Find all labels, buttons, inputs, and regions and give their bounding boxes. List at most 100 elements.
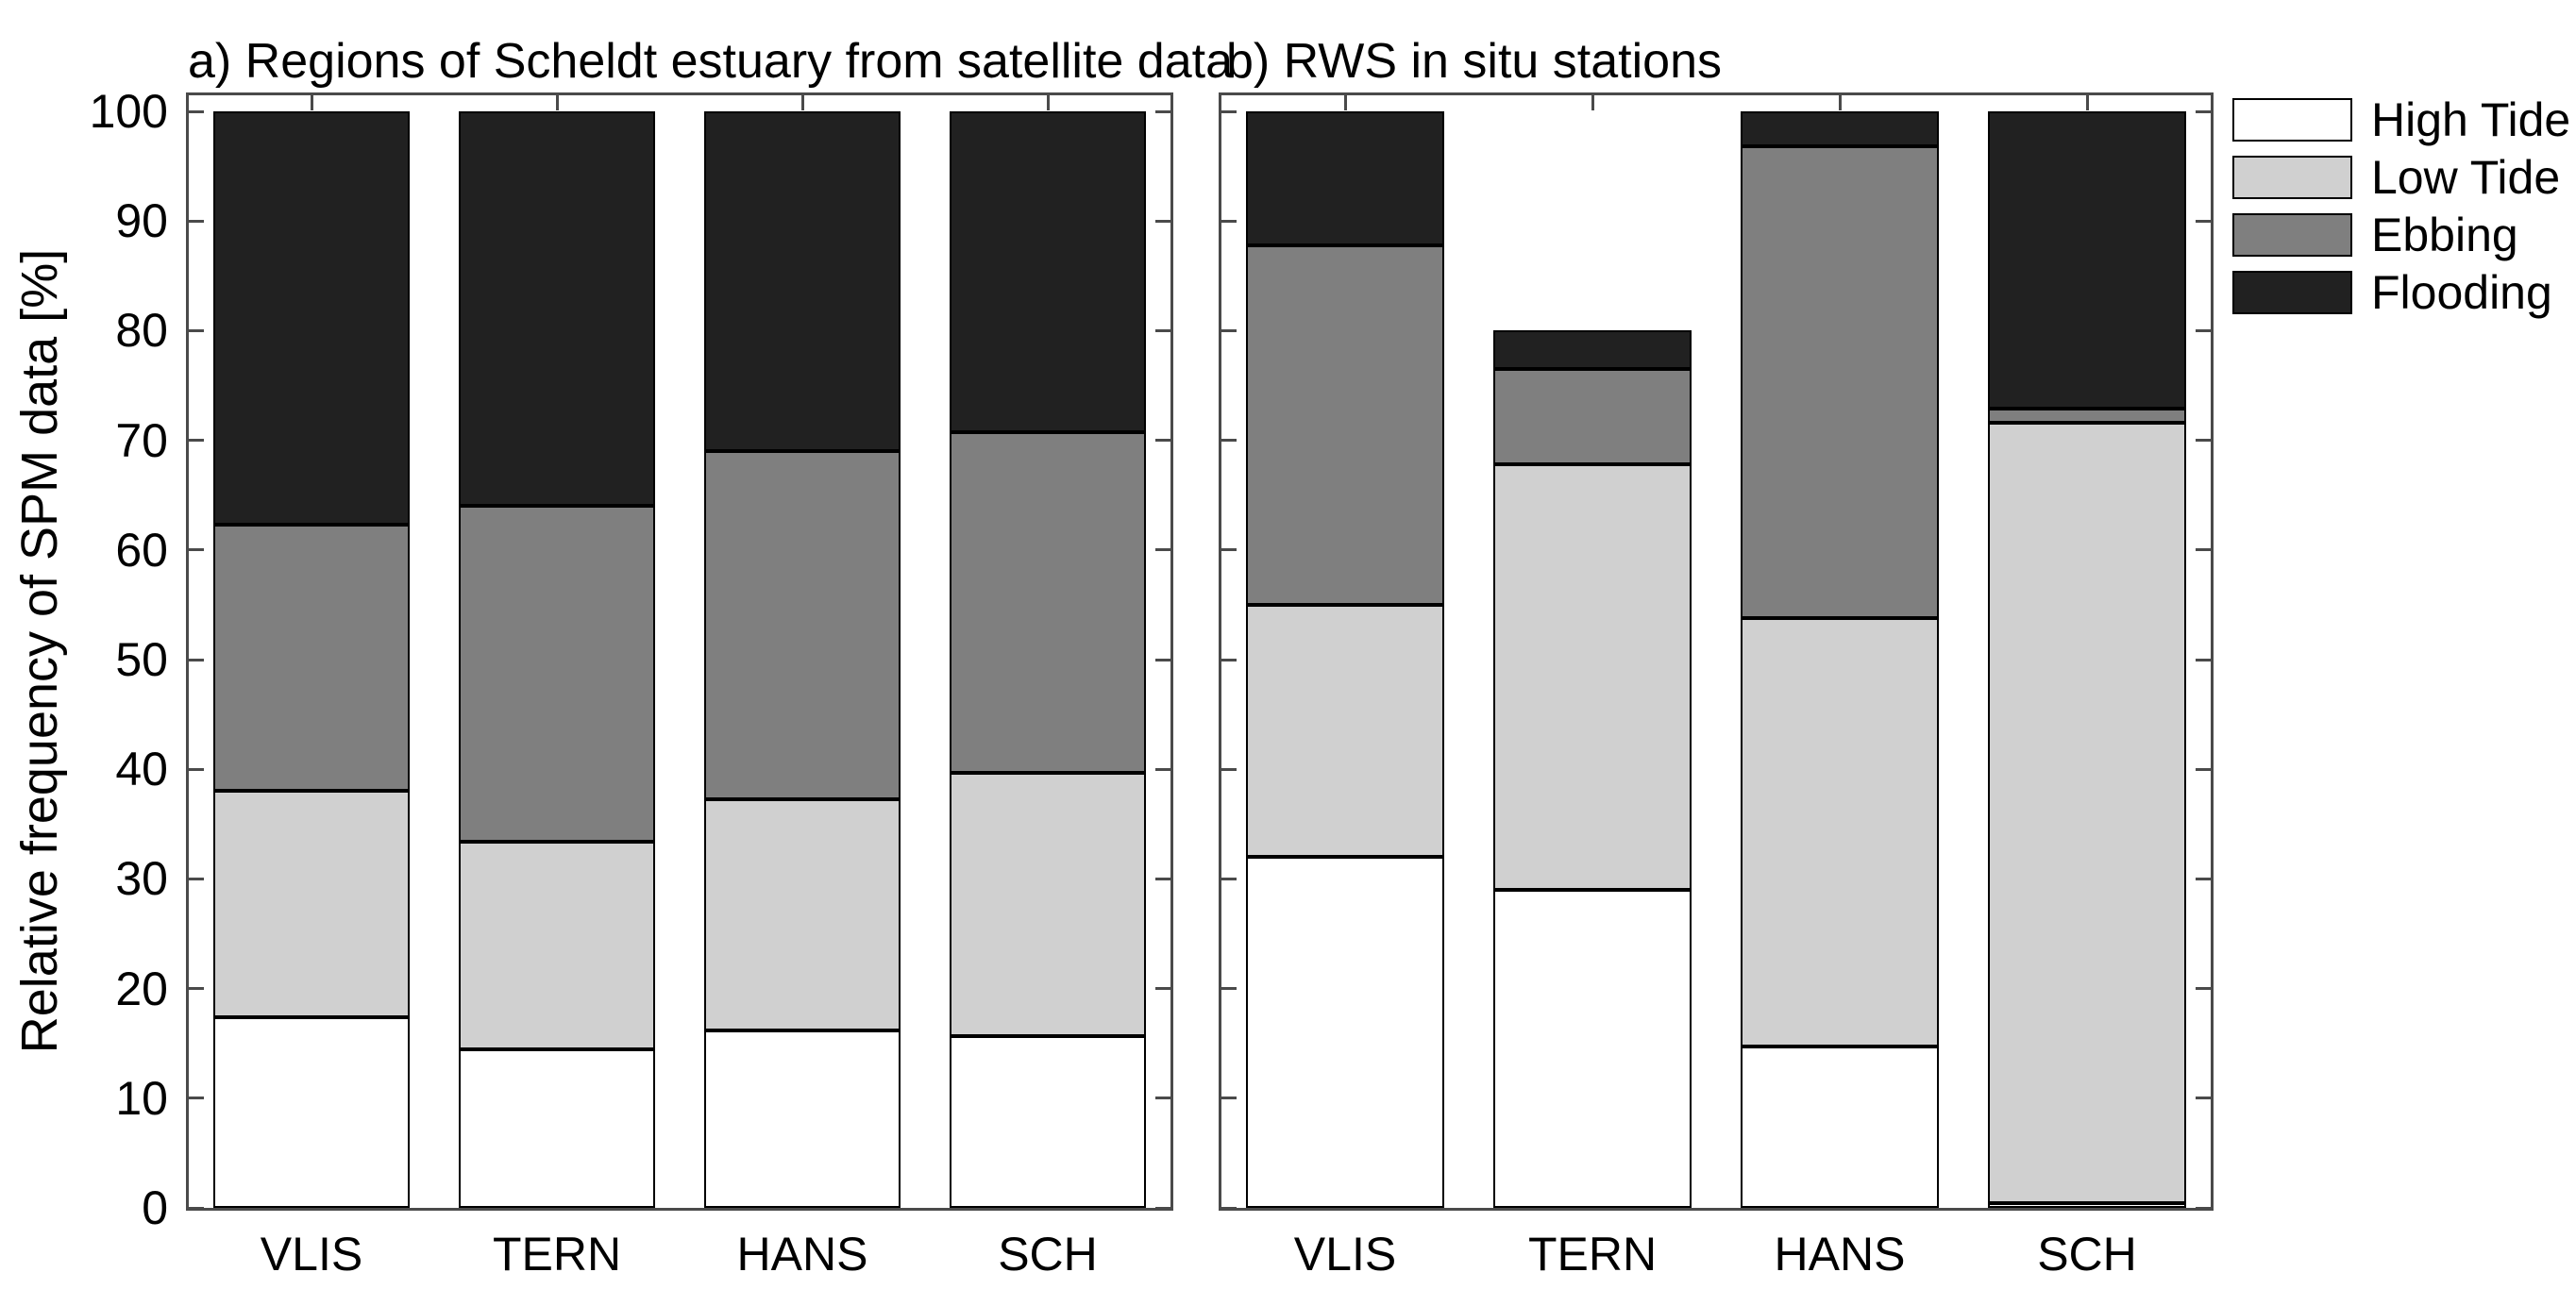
y-axis-tick-left bbox=[1221, 548, 1237, 552]
y-axis-tick-right bbox=[2196, 439, 2211, 443]
y-axis-tick-left bbox=[1221, 658, 1237, 661]
x-axis-tick-top bbox=[1046, 95, 1050, 110]
y-axis-tick-left bbox=[1221, 439, 1237, 443]
stacked-bar-hans bbox=[704, 95, 901, 1208]
bar-segment-low-tide bbox=[1493, 464, 1692, 891]
y-tick-label: 70 bbox=[115, 413, 168, 467]
legend-item-ebbing: Ebbing bbox=[2232, 211, 2576, 259]
y-axis-tick-right bbox=[2196, 658, 2211, 661]
legend-label: Ebbing bbox=[2371, 209, 2518, 261]
y-axis-tick-right bbox=[2196, 877, 2211, 880]
y-tick-label: 40 bbox=[115, 743, 168, 796]
bar-segment-ebbing bbox=[1493, 369, 1692, 465]
x-category-label: SCH bbox=[998, 1228, 1098, 1281]
panel-a-title: a) Regions of Scheldt estuary from satel… bbox=[188, 34, 1234, 89]
y-axis-tick-left bbox=[189, 1206, 204, 1210]
legend-item-low-tide: Low Tide bbox=[2232, 154, 2576, 201]
bar-segment-flooding bbox=[950, 111, 1146, 433]
bar-segment-low-tide bbox=[1741, 617, 1939, 1047]
y-axis-tick-right bbox=[1155, 1206, 1170, 1210]
bar-segment-ebbing bbox=[1246, 244, 1444, 605]
legend-swatch bbox=[2232, 156, 2352, 199]
bar-segment-flooding bbox=[1988, 111, 2186, 409]
y-axis-tick-left bbox=[1221, 109, 1237, 113]
panel-b-plot-area bbox=[1219, 92, 2214, 1211]
y-axis-tick-right bbox=[1155, 877, 1170, 880]
y-axis-tick-left bbox=[189, 987, 204, 991]
x-category-label: HANS bbox=[736, 1228, 868, 1281]
stacked-bar-tern bbox=[1493, 95, 1692, 1208]
bar-segment-ebbing bbox=[950, 432, 1146, 773]
y-axis-tick-left bbox=[189, 877, 204, 880]
y-axis-tick-left bbox=[189, 658, 204, 661]
x-category-label: TERN bbox=[1527, 1228, 1658, 1281]
stacked-bar-tern bbox=[459, 95, 655, 1208]
y-axis-tick-left bbox=[1221, 1206, 1237, 1210]
bar-segment-low-tide bbox=[704, 798, 901, 1030]
x-axis-tick-top bbox=[800, 95, 804, 110]
y-axis-tick-right bbox=[1155, 767, 1170, 771]
stacked-bar-vlis bbox=[213, 95, 410, 1208]
y-tick-label: 60 bbox=[115, 523, 168, 577]
bar-segment-ebbing bbox=[1741, 146, 1939, 618]
bar-segment-flooding bbox=[704, 111, 901, 452]
stacked-bar-sch bbox=[1988, 95, 2186, 1208]
bar-segment-ebbing bbox=[459, 506, 655, 842]
y-axis-tick-right bbox=[1155, 548, 1170, 552]
y-tick-label: 20 bbox=[115, 962, 168, 1015]
y-axis-tick-right bbox=[1155, 987, 1170, 991]
bar-segment-flooding bbox=[459, 111, 655, 507]
y-tick-label: 0 bbox=[142, 1181, 168, 1234]
bar-segment-flooding bbox=[1246, 111, 1444, 245]
x-axis-tick-top bbox=[555, 95, 559, 110]
bar-segment-high-tide bbox=[1988, 1203, 2186, 1208]
y-axis-tick-right bbox=[1155, 1097, 1170, 1100]
x-axis-tick-top bbox=[1591, 95, 1594, 110]
legend-item-flooding: Flooding bbox=[2232, 269, 2576, 316]
y-axis-tick-left bbox=[1221, 877, 1237, 880]
y-axis-tick-left bbox=[1221, 328, 1237, 332]
legend-swatch bbox=[2232, 213, 2352, 257]
y-axis-tick-right bbox=[2196, 109, 2211, 113]
bar-segment-flooding bbox=[213, 111, 410, 526]
y-axis-tick-left bbox=[1221, 767, 1237, 771]
y-axis-tick-left bbox=[189, 439, 204, 443]
panel-b-title: b) RWS in situ stations bbox=[1226, 34, 1723, 89]
bar-segment-high-tide bbox=[213, 1016, 410, 1208]
bar-segment-ebbing bbox=[213, 525, 410, 792]
y-axis-tick-right bbox=[2196, 767, 2211, 771]
x-category-label: VLIS bbox=[1293, 1228, 1397, 1281]
y-axis-tick-right bbox=[1155, 658, 1170, 661]
x-axis-tick-top bbox=[310, 95, 313, 110]
legend-label: Low Tide bbox=[2371, 151, 2561, 204]
y-axis-tick-right bbox=[1155, 109, 1170, 113]
y-axis-tick-left bbox=[1221, 219, 1237, 223]
stacked-bar-sch bbox=[950, 95, 1146, 1208]
bar-segment-low-tide bbox=[1988, 423, 2186, 1204]
bar-segment-low-tide bbox=[950, 772, 1146, 1036]
y-axis-tick-left bbox=[1221, 987, 1237, 991]
bar-segment-flooding bbox=[1493, 330, 1692, 370]
x-category-label: SCH bbox=[2037, 1228, 2137, 1281]
x-axis-tick-top bbox=[1838, 95, 1842, 110]
y-axis-tick-right bbox=[2196, 1206, 2211, 1210]
bar-segment-high-tide bbox=[459, 1048, 655, 1208]
y-axis-tick-right bbox=[1155, 328, 1170, 332]
y-axis-tick-right bbox=[2196, 328, 2211, 332]
stacked-bar-hans bbox=[1741, 95, 1939, 1208]
y-axis-tick-left bbox=[189, 767, 204, 771]
legend-label: Flooding bbox=[2371, 266, 2552, 319]
y-axis-tick-left bbox=[189, 219, 204, 223]
stacked-bar-vlis bbox=[1246, 95, 1444, 1208]
x-axis-tick-top bbox=[2085, 95, 2089, 110]
y-tick-label: 50 bbox=[115, 633, 168, 686]
y-tick-label: 30 bbox=[115, 852, 168, 906]
y-axis-tick-right bbox=[2196, 219, 2211, 223]
bar-segment-ebbing bbox=[1988, 408, 2186, 424]
y-axis-tick-left bbox=[189, 1097, 204, 1100]
bar-segment-high-tide bbox=[704, 1030, 901, 1208]
y-axis-tick-right bbox=[2196, 548, 2211, 552]
y-axis-tick-left bbox=[189, 548, 204, 552]
bar-segment-high-tide bbox=[950, 1035, 1146, 1208]
